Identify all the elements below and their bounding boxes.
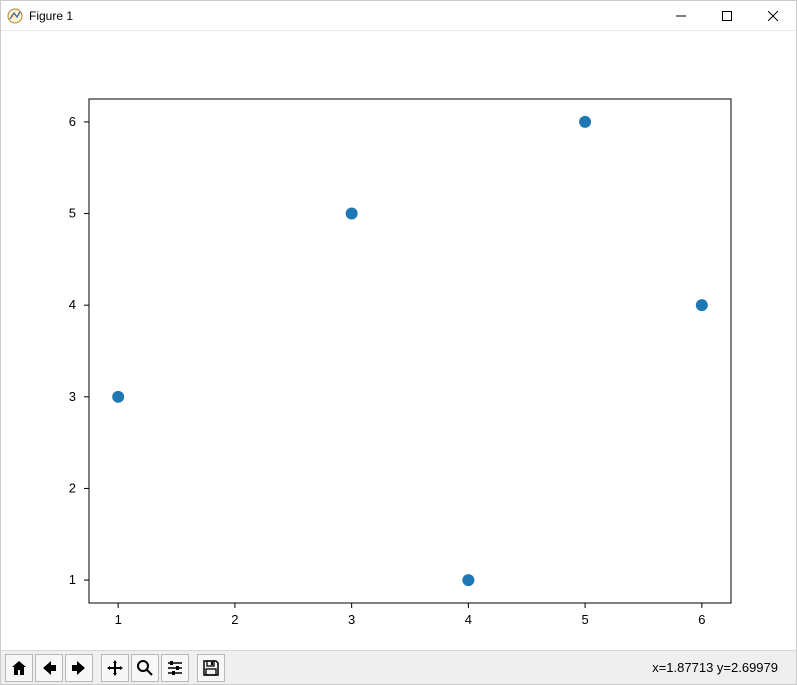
figure-window: Figure 1 1 2 3 4 5 6 1 2 3 4 5 6 <box>0 0 797 685</box>
svg-text:1: 1 <box>115 612 122 627</box>
svg-text:3: 3 <box>69 389 76 404</box>
cursor-coordinates: x=1.87713 y=2.69979 <box>652 660 778 675</box>
window-title: Figure 1 <box>29 9 73 23</box>
pan-button[interactable] <box>101 654 129 682</box>
home-button[interactable] <box>5 654 33 682</box>
close-button[interactable] <box>750 1 796 31</box>
svg-text:5: 5 <box>581 612 588 627</box>
svg-text:6: 6 <box>69 114 76 129</box>
configure-button[interactable] <box>161 654 189 682</box>
svg-text:4: 4 <box>465 612 472 627</box>
nav-toolbar: x=1.87713 y=2.69979 <box>1 650 796 684</box>
zoom-button[interactable] <box>131 654 159 682</box>
back-button[interactable] <box>35 654 63 682</box>
svg-text:6: 6 <box>698 612 705 627</box>
toolbar-group-view <box>101 654 191 682</box>
svg-text:2: 2 <box>231 612 238 627</box>
maximize-button[interactable] <box>704 1 750 31</box>
svg-text:2: 2 <box>69 480 76 495</box>
toolbar-group-nav <box>5 654 95 682</box>
title-bar: Figure 1 <box>1 1 796 31</box>
svg-text:4: 4 <box>69 297 76 312</box>
svg-text:3: 3 <box>348 612 355 627</box>
minimize-button[interactable] <box>658 1 704 31</box>
svg-text:5: 5 <box>69 206 76 221</box>
toolbar-group-save <box>197 654 227 682</box>
forward-button[interactable] <box>65 654 93 682</box>
save-button[interactable] <box>197 654 225 682</box>
svg-text:1: 1 <box>69 572 76 587</box>
scatter-plot: 1 2 3 4 5 6 1 2 3 4 5 6 <box>1 31 796 650</box>
figure-canvas[interactable]: 1 2 3 4 5 6 1 2 3 4 5 6 <box>1 31 796 650</box>
app-icon <box>7 8 23 24</box>
